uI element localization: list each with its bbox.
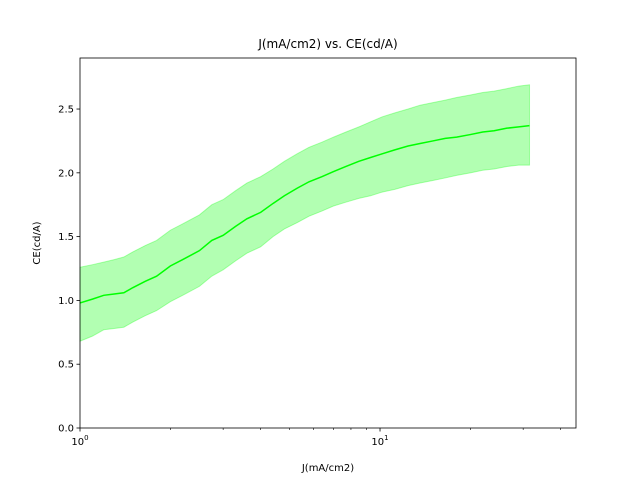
series-line-layer (79, 124, 530, 304)
series-line (79, 124, 530, 304)
x-axis-label: J(mA/cm2) (301, 463, 354, 474)
y-tick-label: 2.5 (58, 105, 74, 116)
y-tick-label: 0.0 (58, 424, 74, 435)
confidence-band (79, 84, 531, 342)
plot-frame (79, 57, 577, 429)
y-tick-label: 0.5 (58, 360, 74, 371)
y-axis-label: CE(cd/A) (32, 221, 43, 264)
confidence-band-layer (79, 84, 531, 342)
y-tick-label: 1.5 (58, 232, 74, 243)
y-tick-label: 1.0 (58, 296, 74, 307)
x-axis-ticks: 100 101 (71, 428, 561, 448)
y-axis-ticks: 0.0 0.5 1.0 1.5 2.0 2.5 (58, 105, 80, 435)
x-tick-label: 101 (371, 434, 388, 448)
y-tick-label: 2.0 (58, 168, 74, 179)
x-tick-label: 100 (71, 434, 88, 448)
chart-title: J(mA/cm2) vs. CE(cd/A) (257, 37, 397, 51)
